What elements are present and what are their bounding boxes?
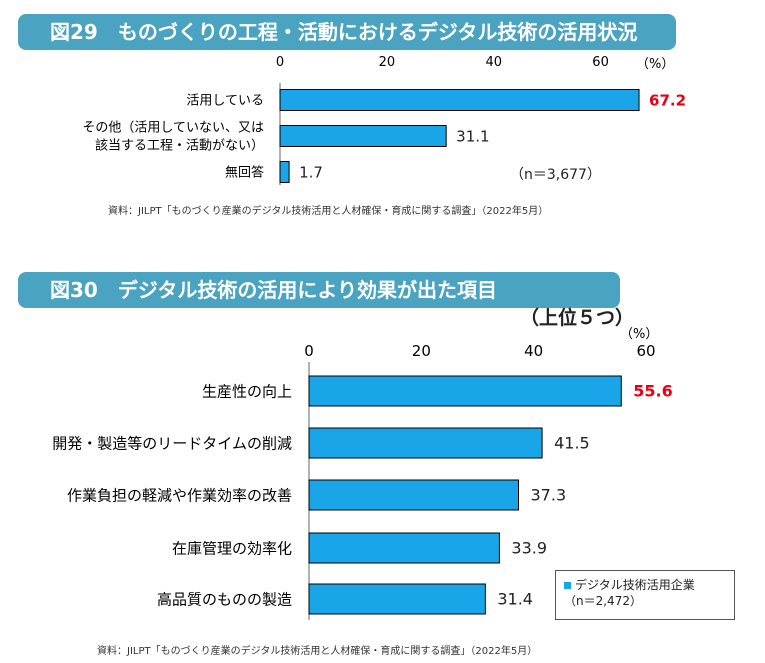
category-label: 高品質のものの製造 (157, 590, 292, 608)
x-tick-label: 40 (524, 342, 543, 360)
data-label: 33.9 (511, 539, 547, 558)
data-label: 37.3 (531, 486, 567, 505)
unit-label: （%） (636, 57, 674, 72)
x-tick-label: 60 (592, 55, 609, 70)
category-label: その他（活用していない、又は (82, 121, 264, 136)
category-label: 生産性の向上 (202, 382, 292, 400)
category-label: 作業負担の軽減や作業効率の改善 (67, 486, 292, 504)
x-tick-label: 20 (412, 342, 431, 360)
bar (279, 161, 290, 183)
legend-swatch (564, 582, 571, 589)
bar (308, 532, 500, 564)
figure29-title: 図29 ものづくりの工程・活動におけるデジタル技術の活用状況 (18, 14, 676, 50)
bar (279, 125, 447, 147)
data-label: 41.5 (554, 434, 590, 453)
figure29-source: 資料：JILPT「ものづくり産業のデジタル技術活用と人材確保・育成に関する調査」… (108, 206, 549, 217)
unit-label: （%） (620, 327, 658, 342)
data-label: 55.6 (633, 382, 672, 401)
category-label: 無回答 (225, 165, 264, 181)
bar (308, 427, 543, 459)
x-tick-label: 20 (379, 55, 396, 70)
category-label: 該当する工程・活動がない） (95, 138, 264, 154)
figure30-source: 資料：JILPT「ものづくり産業のデジタル技術活用と人材確保・育成に関する調査」… (97, 646, 538, 657)
figure30-title: 図30 デジタル技術の活用により効果が出た項目 (18, 272, 620, 308)
category-label: 開発・製造等のリードタイムの削減 (52, 434, 292, 452)
x-tick-label: 0 (276, 55, 284, 70)
figure30-subtitle: （上位５つ） (520, 307, 635, 329)
bar (308, 375, 622, 407)
figure29-sample-note: （n＝3,677） (510, 167, 601, 183)
legend-label: デジタル技術活用企業 (575, 578, 695, 592)
category-label: 活用している (186, 94, 264, 109)
bar (308, 479, 520, 511)
data-label: 1.7 (299, 163, 323, 181)
x-tick-label: 40 (485, 55, 502, 70)
data-label: 31.1 (456, 127, 489, 145)
data-label: 67.2 (649, 91, 686, 109)
figure30-legend: デジタル技術活用企業 （n＝2,472） (555, 570, 735, 620)
x-tick-label: 60 (636, 342, 655, 360)
bar (279, 89, 640, 111)
category-label: 在庫管理の効率化 (172, 539, 292, 557)
data-label: 31.4 (497, 590, 533, 609)
bar (308, 583, 486, 615)
x-tick-label: 0 (304, 342, 314, 360)
legend-sample-size: （n＝2,472） (564, 594, 642, 608)
